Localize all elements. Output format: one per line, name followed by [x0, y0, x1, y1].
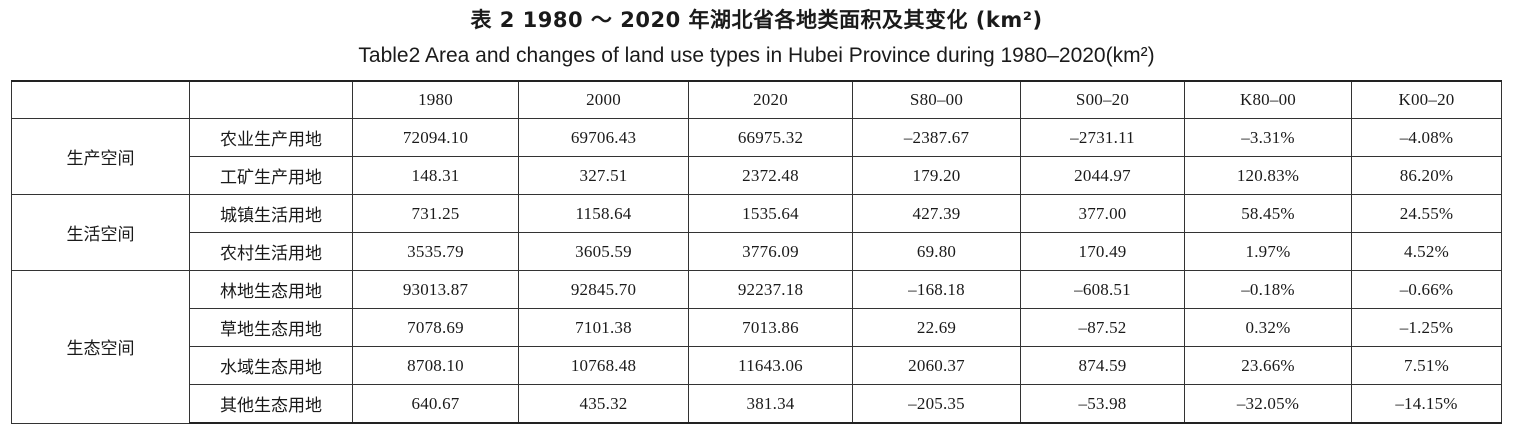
header-cell: K00–20	[1351, 80, 1502, 119]
value-cell: 179.20	[852, 156, 1021, 195]
value-cell: –4.08%	[1351, 118, 1502, 157]
value-cell: 381.34	[688, 384, 853, 424]
value-cell: 66975.32	[688, 118, 853, 157]
value-cell: –2387.67	[852, 118, 1021, 157]
value-cell: 7078.69	[352, 308, 519, 347]
value-cell: 2044.97	[1020, 156, 1185, 195]
header-cell: 2020	[688, 80, 853, 119]
table-row: 农村生活用地 3535.79 3605.59 3776.09 69.80 170…	[12, 232, 1502, 271]
value-cell: 3535.79	[352, 232, 519, 271]
header-cell	[189, 80, 353, 119]
value-cell: 92237.18	[688, 270, 853, 309]
value-cell: 92845.70	[518, 270, 689, 309]
header-cell: 2000	[518, 80, 689, 119]
value-cell: 69706.43	[518, 118, 689, 157]
value-cell: 8708.10	[352, 346, 519, 385]
value-cell: –3.31%	[1184, 118, 1352, 157]
value-cell: 1535.64	[688, 194, 853, 233]
group-label: 生活空间	[11, 194, 190, 271]
value-cell: 2372.48	[688, 156, 853, 195]
value-cell: –53.98	[1020, 384, 1185, 424]
header-row: 1980 2000 2020 S80–00 S00–20 K80–00 K00–…	[11, 80, 1502, 119]
value-cell: –2731.11	[1020, 118, 1185, 157]
value-cell: –1.25%	[1351, 308, 1502, 347]
value-cell: 10768.48	[518, 346, 689, 385]
land-type-label: 草地生态用地	[189, 308, 353, 347]
value-cell: 427.39	[852, 194, 1021, 233]
value-cell: 3776.09	[688, 232, 853, 271]
value-cell: 120.83%	[1184, 156, 1352, 195]
value-cell: 1158.64	[518, 194, 689, 233]
land-type-label: 城镇生活用地	[189, 194, 353, 233]
value-cell: 69.80	[852, 232, 1021, 271]
value-cell: 7101.38	[518, 308, 689, 347]
value-cell: –14.15%	[1351, 384, 1502, 424]
value-cell: –0.66%	[1351, 270, 1502, 309]
value-cell: 0.32%	[1184, 308, 1352, 347]
value-cell: 23.66%	[1184, 346, 1352, 385]
value-cell: 7013.86	[688, 308, 853, 347]
land-type-label: 工矿生产用地	[189, 156, 353, 195]
land-type-label: 农业生产用地	[189, 118, 353, 157]
value-cell: 7.51%	[1351, 346, 1502, 385]
value-cell: 327.51	[518, 156, 689, 195]
value-cell: 86.20%	[1351, 156, 1502, 195]
header-cell: 1980	[352, 80, 519, 119]
value-cell: 58.45%	[1184, 194, 1352, 233]
value-cell: 731.25	[352, 194, 519, 233]
land-type-label: 林地生态用地	[189, 270, 353, 309]
value-cell: 148.31	[352, 156, 519, 195]
value-cell: 24.55%	[1351, 194, 1502, 233]
value-cell: 11643.06	[688, 346, 853, 385]
value-cell: –608.51	[1020, 270, 1185, 309]
value-cell: 4.52%	[1351, 232, 1502, 271]
header-cell	[11, 80, 190, 119]
land-type-label: 水域生态用地	[189, 346, 353, 385]
value-cell: 1.97%	[1184, 232, 1352, 271]
table-row: 其他生态用地 640.67 435.32 381.34 –205.35 –53.…	[12, 384, 1502, 424]
land-use-table: 1980 2000 2020 S80–00 S00–20 K80–00 K00–…	[11, 80, 1502, 424]
value-cell: 93013.87	[352, 270, 519, 309]
land-type-label: 其他生态用地	[189, 384, 353, 424]
group-label: 生产空间	[11, 118, 190, 195]
value-cell: –205.35	[852, 384, 1021, 424]
table-row: 生活空间 城镇生活用地 731.25 1158.64 1535.64 427.3…	[11, 194, 1502, 271]
table-row: 工矿生产用地 148.31 327.51 2372.48 179.20 2044…	[12, 156, 1502, 195]
value-cell: 435.32	[518, 384, 689, 424]
value-cell: –0.18%	[1184, 270, 1352, 309]
table-row: 生态空间 林地生态用地 93013.87 92845.70 92237.18 –…	[11, 270, 1502, 424]
value-cell: 22.69	[852, 308, 1021, 347]
value-cell: –87.52	[1020, 308, 1185, 347]
table-caption-english: Table2 Area and changes of land use type…	[358, 44, 1155, 67]
group-label: 生态空间	[11, 270, 190, 424]
value-cell: 2060.37	[852, 346, 1021, 385]
value-cell: 72094.10	[352, 118, 519, 157]
table-caption-chinese: 表 2 1980 ～ 2020 年湖北省各地类面积及其变化 (km²)	[470, 8, 1043, 32]
value-cell: –168.18	[852, 270, 1021, 309]
table-row: 生产空间 农业生产用地 72094.10 69706.43 66975.32 –…	[11, 118, 1502, 195]
land-type-label: 农村生活用地	[189, 232, 353, 271]
table-row: 草地生态用地 7078.69 7101.38 7013.86 22.69 –87…	[12, 308, 1502, 347]
value-cell: 640.67	[352, 384, 519, 424]
header-cell: K80–00	[1184, 80, 1352, 119]
value-cell: –32.05%	[1184, 384, 1352, 424]
table-row: 水域生态用地 8708.10 10768.48 11643.06 2060.37…	[12, 346, 1502, 385]
value-cell: 874.59	[1020, 346, 1185, 385]
value-cell: 3605.59	[518, 232, 689, 271]
value-cell: 377.00	[1020, 194, 1185, 233]
value-cell: 170.49	[1020, 232, 1185, 271]
header-cell: S80–00	[852, 80, 1021, 119]
header-cell: S00–20	[1020, 80, 1185, 119]
